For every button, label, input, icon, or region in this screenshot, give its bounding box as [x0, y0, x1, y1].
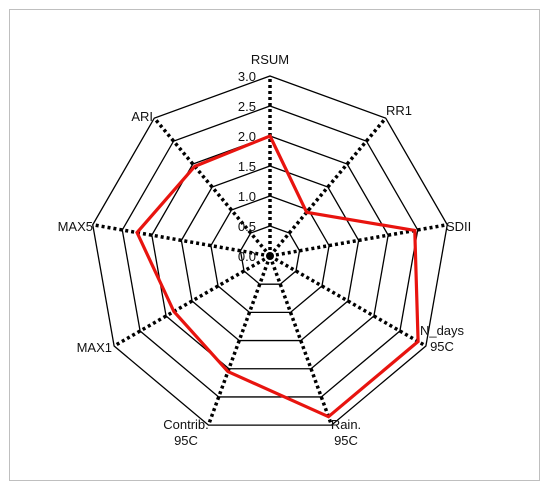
- axis-label-3: N_days 95C: [420, 323, 465, 354]
- axis-label-line: MAX5: [58, 219, 93, 234]
- radar-spokes: [92, 76, 448, 426]
- grid-ring-5: [121, 105, 419, 398]
- axis-label-line: Contrib.: [163, 417, 209, 432]
- axis-label-6: MAX1: [77, 340, 112, 355]
- spoke-4: [268, 255, 334, 426]
- spoke-1: [268, 116, 388, 258]
- tick-label-3: 1.5: [238, 159, 256, 174]
- axis-label-line: 95C: [174, 433, 198, 448]
- axis-label-8: ARI: [131, 109, 153, 124]
- grid-ring-1: [239, 225, 301, 285]
- spoke-5: [206, 255, 272, 426]
- center-dot: [266, 252, 274, 260]
- axis-label-2: SDII: [446, 219, 471, 234]
- spoke-6: [113, 254, 271, 348]
- tick-label-4: 2.0: [238, 129, 256, 144]
- axis-label-line: 95C: [430, 339, 454, 354]
- series-line-0: [135, 133, 420, 419]
- tick-label-2: 1.0: [238, 189, 256, 204]
- spoke-2: [269, 223, 448, 258]
- grid-ring-2: [210, 195, 330, 314]
- axis-label-0: RSUM: [251, 52, 289, 67]
- spoke-8: [152, 116, 272, 258]
- grid-ring-4: [151, 135, 389, 370]
- spoke-3: [269, 254, 427, 348]
- axis-label-line: Rain.: [331, 417, 361, 432]
- tick-label-5: 2.5: [238, 99, 256, 114]
- axis-label-line: RR1: [386, 103, 412, 118]
- spoke-7: [92, 223, 271, 258]
- axis-label-line: 95C: [334, 433, 358, 448]
- radar-grid: [92, 75, 448, 426]
- chart-frame: [9, 9, 540, 481]
- axis-label-1: RR1: [386, 103, 412, 118]
- grid-ring-3: [180, 165, 360, 342]
- tick-label-0: 0.0: [238, 249, 256, 264]
- axis-label-line: N_days: [420, 323, 465, 338]
- radial-tick-labels: 0.0 0.5 1.0 1.5 2.0 2.5 3.0: [238, 69, 256, 264]
- axis-label-line: RSUM: [251, 52, 289, 67]
- axis-label-line: ARI: [131, 109, 153, 124]
- radar-series: [135, 133, 420, 419]
- axis-label-line: MAX1: [77, 340, 112, 355]
- axis-label-line: SDII: [446, 219, 471, 234]
- axis-label-4: Rain. 95C: [331, 417, 361, 448]
- axis-label-7: MAX5: [58, 219, 93, 234]
- axis-label-5: Contrib. 95C: [163, 417, 209, 448]
- grid-ring-6: [92, 75, 448, 426]
- tick-label-6: 3.0: [238, 69, 256, 84]
- tick-label-1: 0.5: [238, 219, 256, 234]
